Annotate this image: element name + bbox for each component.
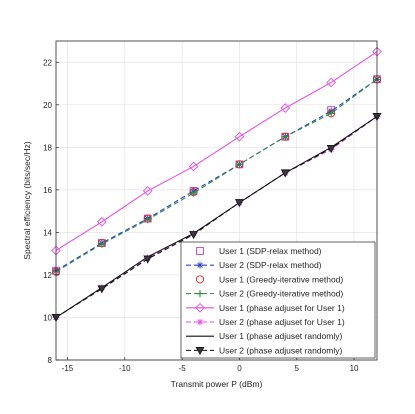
series-5 [51, 46, 382, 256]
marker-circle [195, 275, 205, 284]
legend-box [180, 241, 376, 359]
marker-diamond [142, 186, 153, 196]
x-tick-label: -5 [179, 364, 187, 373]
y-tick-label: 18 [43, 143, 52, 152]
marker-diamond [326, 77, 336, 88]
x-tick-label: 10 [350, 364, 359, 373]
legend-label: User 1 (phase adjuset randomly) [219, 331, 342, 341]
marker-triangle-down [234, 199, 244, 208]
y-tick-label: 8 [48, 356, 53, 365]
marker-asterisk [196, 261, 204, 269]
marker-triangle-down [97, 285, 107, 294]
series-line [55, 116, 378, 318]
series-line [55, 78, 378, 273]
marker-plus [235, 160, 244, 168]
marker-triangle-down [280, 169, 290, 178]
marker-triangle-down [143, 255, 153, 264]
legend-entry: User 2 (phase adjuset for User 1) [186, 317, 345, 327]
y-tick-label: 16 [43, 186, 52, 195]
y-tick-label: 14 [43, 228, 52, 237]
marker-diamond [280, 103, 291, 113]
legend-entry: User 1 (phase adjuset for User 1) [186, 303, 345, 313]
marker-triangle-down [326, 144, 336, 154]
y-tick-label: 12 [43, 271, 52, 280]
legend-entry: User 1 (SDP-relax method) [196, 246, 322, 256]
legend-label: User 1 (phase adjuset for User 1) [219, 303, 345, 313]
marker-diamond [234, 131, 245, 142]
legend-label: User 1 (SDP-relax method) [219, 246, 322, 256]
marker-triangle-down [195, 346, 205, 356]
legend: User 1 (SDP-relax method) User 2 (SDP-rel… [180, 241, 376, 359]
x-tick-label: -10 [119, 364, 131, 373]
series-8 [51, 113, 382, 323]
legend-label: User 2 (phase adjuset for User 1) [219, 317, 345, 327]
series-layer [51, 46, 382, 323]
legend-entry: User 1 (phase adjuset randomly) [186, 331, 342, 341]
x-tick-label: 0 [237, 364, 242, 373]
marker-plus [189, 189, 198, 197]
x-tick-label: 5 [295, 364, 300, 373]
marker-plus [281, 133, 289, 141]
series-line [55, 51, 378, 251]
y-tick-label: 22 [43, 58, 52, 67]
legend-entry: User 2 (phase adjuset randomly) [186, 345, 342, 355]
marker-diamond [97, 216, 107, 227]
x-tick-label: -15 [62, 364, 74, 373]
legend-label: User 2 (SDP-relax method) [219, 260, 322, 270]
marker-plus [144, 216, 152, 224]
legend-entry: User 2 (SDP-relax method) [186, 260, 322, 270]
marker-square [196, 247, 204, 255]
y-tick-label: 20 [43, 101, 52, 110]
marker-triangle-down [189, 231, 199, 240]
ticks-layer: -15 -10 -5 0 5 10 8 10 12 14 16 18 20 22 [43, 58, 359, 373]
plot-frame [55, 40, 378, 361]
grid [56, 41, 377, 361]
marker-plus [196, 290, 204, 298]
legend-entry: User 2 (Greedy-iterative method) [186, 289, 343, 299]
marker-diamond [195, 302, 205, 313]
legend-label: User 2 (Greedy-iterative method) [219, 289, 343, 299]
x-axis-label: Transmit power P (dBm) [171, 379, 263, 389]
y-tick-label: 10 [43, 313, 52, 322]
marker-plus [327, 109, 335, 117]
marker-asterisk [196, 318, 204, 326]
legend-label: User 2 (phase adjuset randomly) [219, 345, 342, 355]
marker-plus [98, 240, 106, 248]
marker-diamond [188, 161, 199, 172]
legend-entry: User 1 (Greedy-iterative method) [195, 274, 343, 284]
y-axis-label: Spectral efficiency (bits/sec/Hz) [22, 141, 32, 260]
legend-label: User 1 (Greedy-iterative method) [219, 274, 343, 284]
series-line [55, 78, 378, 272]
